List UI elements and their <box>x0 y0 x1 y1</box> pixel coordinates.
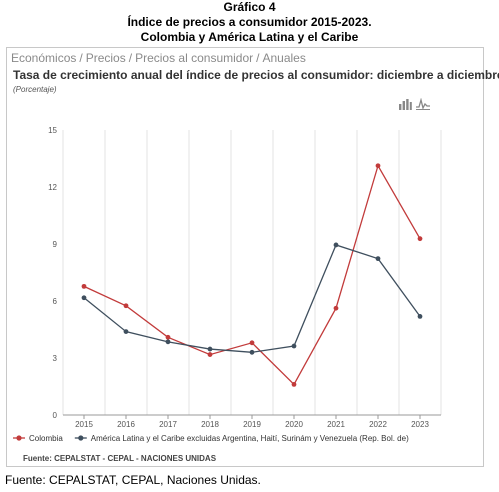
y-tick-label: 6 <box>53 297 58 306</box>
y-tick-label: 9 <box>53 240 58 249</box>
breadcrumb-item-precios[interactable]: Precios <box>85 51 126 65</box>
x-axis <box>63 414 441 419</box>
data-point-series-2 <box>375 256 381 262</box>
bar-chart-icon[interactable] <box>398 98 412 110</box>
line-chart: 0 3 6 9 12 15 2015 2016 2017 2018 2019 2020 2021 202… <box>13 126 442 443</box>
data-point-series-1 <box>417 236 423 242</box>
y-tick-label: 3 <box>53 354 58 363</box>
series-line-2 <box>83 244 421 353</box>
data-point-series-2 <box>333 242 339 248</box>
x-tick-label: 2015 <box>75 420 93 429</box>
x-tick-label: 2017 <box>159 420 177 429</box>
legend: Colombia América Latina y el Caribe exclu… <box>13 434 409 443</box>
breadcrumb-item-economicos[interactable]: Económicos <box>11 51 77 65</box>
data-point-series-1 <box>165 334 171 340</box>
legend-swatch-marker-2 <box>78 435 84 441</box>
legend-swatch-marker-1 <box>16 435 22 441</box>
data-point-series-2 <box>81 295 87 301</box>
figure-subtitle: Colombia y América Latina y el Caribe <box>140 30 359 44</box>
x-axis-ticks: 2015 2016 2017 2018 2019 2020 2021 2022 2023 <box>75 420 429 429</box>
breadcrumb-separator: / <box>256 51 260 65</box>
breadcrumb-item-anuales[interactable]: Anuales <box>262 51 306 65</box>
x-tick-label: 2021 <box>327 420 345 429</box>
x-tick-label: 2019 <box>243 420 261 429</box>
data-point-series-2 <box>249 349 255 355</box>
page-footer-source: Fuente: CEPALSTAT, CEPAL, Naciones Unida… <box>5 473 261 487</box>
series-points <box>81 163 423 387</box>
data-point-series-1 <box>375 163 381 169</box>
grid-lines <box>62 130 442 415</box>
data-point-series-1 <box>291 382 297 387</box>
chart-title: Tasa de crecimiento anual del índice de … <box>13 68 499 82</box>
y-tick-label: 0 <box>53 411 58 420</box>
x-tick-label: 2023 <box>411 420 429 429</box>
x-tick-label: 2020 <box>285 420 303 429</box>
figure-title: Índice de precios a consumidor 2015-2023… <box>127 15 372 29</box>
data-point-series-2 <box>165 339 171 345</box>
breadcrumb-separator: / <box>79 51 83 65</box>
x-tick-label: 2018 <box>201 420 219 429</box>
data-point-series-2 <box>123 329 129 334</box>
source-note: Fuente: CEPALSTAT - CEPAL - NACIONES UNI… <box>23 454 217 463</box>
data-point-series-1 <box>333 305 339 311</box>
chart-panel: Económicos / Precios / Precios al consumidor… <box>6 47 499 467</box>
legend-label-2: América Latina y el Caribe excluidas Arg… <box>91 434 409 443</box>
y-tick-label: 15 <box>48 126 57 135</box>
x-tick-label: 2016 <box>117 420 135 429</box>
data-point-series-1 <box>123 303 129 309</box>
breadcrumb: Económicos / Precios / Precios al consumidor… <box>11 51 306 65</box>
y-axis-ticks: 0 3 6 9 12 15 <box>48 126 57 420</box>
data-point-series-1 <box>207 352 213 357</box>
y-tick-label: 12 <box>48 183 57 192</box>
data-point-series-1 <box>81 283 87 289</box>
data-point-series-2 <box>291 343 297 349</box>
data-point-series-2 <box>417 313 423 319</box>
data-point-series-2 <box>207 346 213 352</box>
chart-subtitle: (Porcentaje) <box>13 85 57 94</box>
figure-number: Gráfico 4 <box>223 0 276 14</box>
line-chart-icon[interactable] <box>416 98 430 110</box>
legend-label-1: Colombia <box>29 434 63 443</box>
breadcrumb-item-precios-consumidor[interactable]: Precios al consumidor <box>135 51 254 65</box>
breadcrumb-separator: / <box>128 51 133 65</box>
x-tick-label: 2022 <box>369 420 387 429</box>
data-point-series-1 <box>249 340 255 346</box>
